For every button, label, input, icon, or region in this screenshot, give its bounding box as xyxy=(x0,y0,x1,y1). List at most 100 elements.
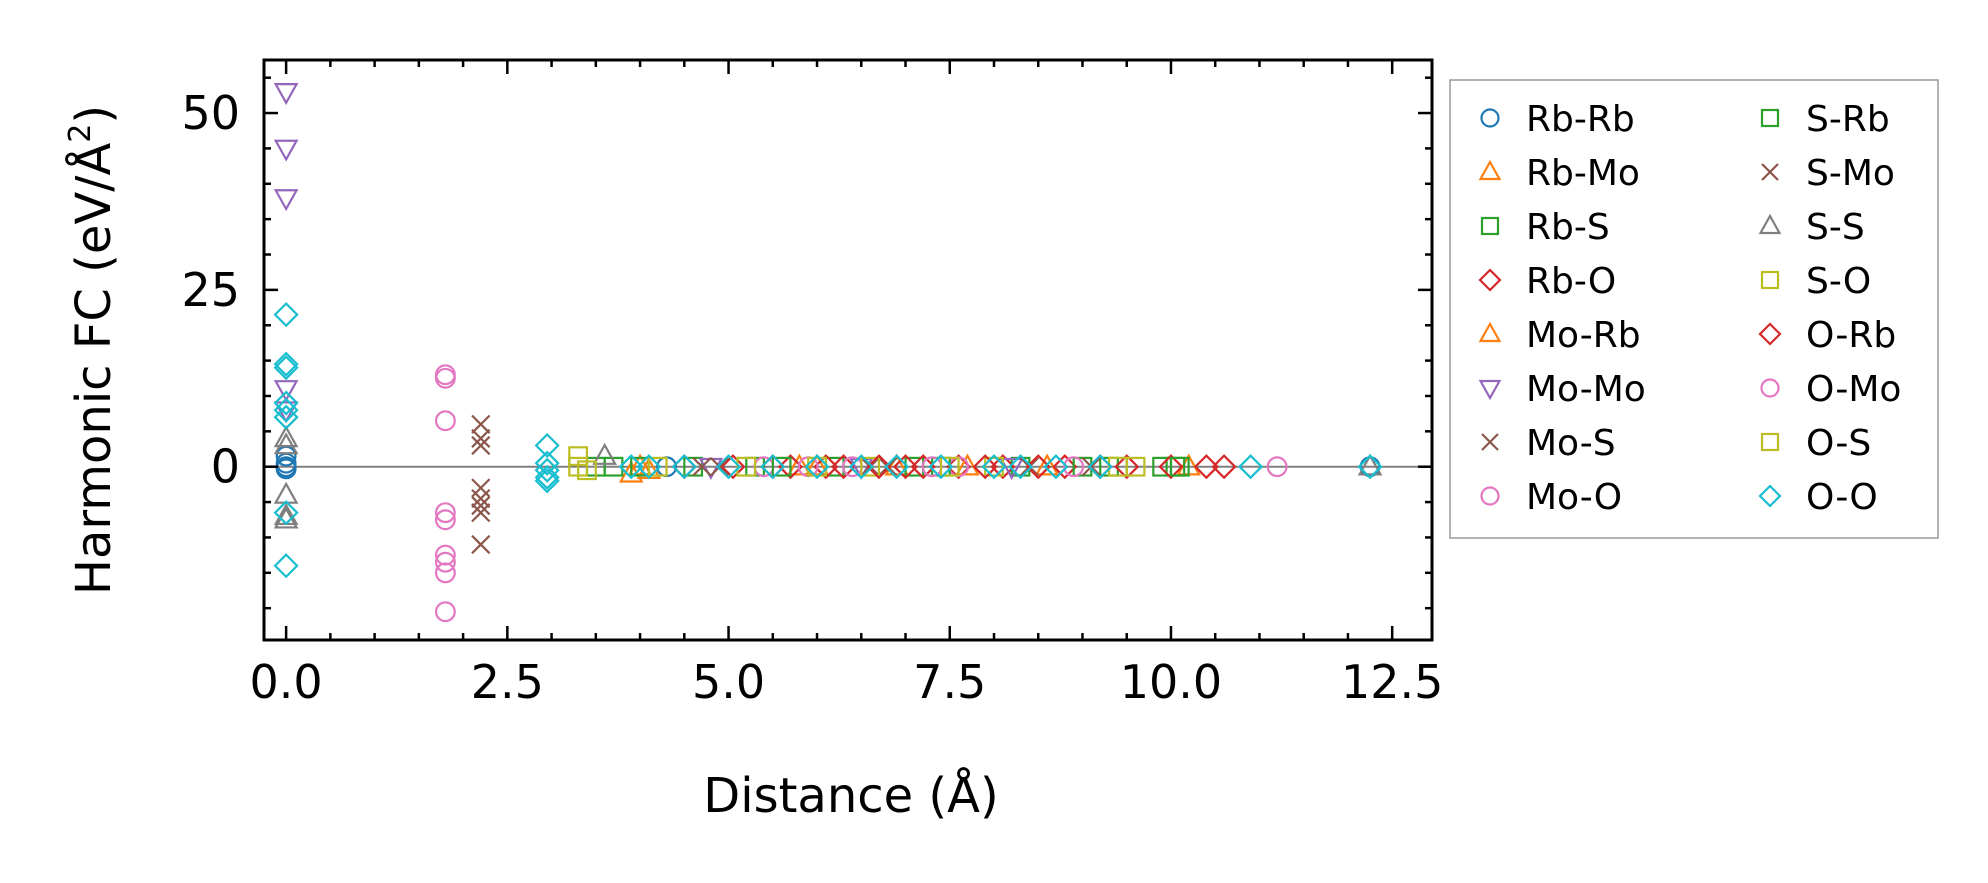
data-point xyxy=(860,457,880,477)
data-point xyxy=(910,454,936,480)
y-axis-label-superscript: 2 xyxy=(63,124,98,143)
data-point xyxy=(1007,454,1034,480)
x-axis-label: Distance (Å) xyxy=(703,767,998,824)
data-point xyxy=(434,601,456,623)
data-point xyxy=(273,481,299,504)
data-point xyxy=(1087,454,1113,480)
data-point xyxy=(939,456,960,477)
data-point xyxy=(471,534,491,555)
data-point xyxy=(592,442,617,465)
data-point xyxy=(860,456,881,477)
data-point xyxy=(434,502,456,524)
legend-marker xyxy=(1760,432,1780,452)
legend-marker xyxy=(1760,270,1780,290)
data-point xyxy=(273,553,299,579)
y-tick-label: 0 xyxy=(211,440,240,494)
data-point xyxy=(955,453,980,476)
data-point xyxy=(831,454,857,480)
data-point xyxy=(787,453,812,476)
data-point xyxy=(273,189,299,212)
data-point xyxy=(636,454,662,480)
x-tick-label: 10.0 xyxy=(1120,655,1222,709)
legend-label: S-Rb xyxy=(1806,99,1890,140)
legend-marker xyxy=(1758,213,1782,235)
legend-marker xyxy=(1478,321,1502,343)
legend-label: Rb-Rb xyxy=(1526,99,1635,140)
data-point xyxy=(273,425,299,448)
legend-marker xyxy=(1758,484,1782,508)
data-point xyxy=(710,457,730,477)
legend-marker xyxy=(1760,378,1780,398)
data-point xyxy=(534,468,560,494)
data-point xyxy=(946,454,972,480)
legend: Rb-Rb Rb-Mo Rb-S Rb-O Mo-Rb Mo-Mo Mo-S Mo-O S-Rb… xyxy=(1449,79,1939,539)
legend-marker xyxy=(1481,433,1499,451)
data-point xyxy=(884,454,910,480)
data-point xyxy=(647,456,668,477)
data-point xyxy=(273,500,299,526)
data-point xyxy=(471,503,491,523)
data-point xyxy=(972,454,998,480)
data-point xyxy=(471,414,491,434)
legend-entry-S-Mo: S-Mo xyxy=(1761,153,1895,194)
data-point xyxy=(273,351,299,377)
legend-label: Rb-Mo xyxy=(1526,153,1640,194)
data-point xyxy=(813,454,839,480)
legend-label: Mo-Mo xyxy=(1526,369,1646,410)
legend-entry-O-S: O-S xyxy=(1760,423,1871,464)
data-point xyxy=(273,397,299,423)
data-point xyxy=(273,432,299,455)
legend-entry-Rb-Mo: Rb-Mo xyxy=(1478,153,1640,194)
data-point xyxy=(273,404,299,430)
legend-label: S-O xyxy=(1806,261,1871,302)
series-O-O xyxy=(273,302,1383,579)
data-point xyxy=(878,457,898,477)
plot-area xyxy=(264,83,1432,623)
legend-label: Mo-S xyxy=(1526,423,1616,464)
legend-entry-O-Rb: O-Rb xyxy=(1758,315,1896,356)
data-point xyxy=(999,457,1025,480)
y-axis-label-main: Harmonic FC (eV/Å xyxy=(65,143,122,596)
data-point xyxy=(928,454,954,480)
data-point xyxy=(715,454,742,480)
legend-label: Rb-S xyxy=(1526,207,1610,248)
legend-label: O-Mo xyxy=(1806,369,1901,410)
x-tick-label: 5.0 xyxy=(692,655,765,709)
data-point xyxy=(534,450,560,476)
data-point xyxy=(275,458,297,480)
data-point xyxy=(434,367,456,389)
legend-entry-S-S: S-S xyxy=(1758,207,1865,248)
legend-marker xyxy=(1478,379,1502,401)
series-Mo-S xyxy=(471,414,1039,555)
data-point xyxy=(273,139,299,162)
data-point xyxy=(434,509,456,531)
data-point xyxy=(771,456,792,477)
data-point xyxy=(273,390,299,416)
data-point xyxy=(1169,456,1190,477)
legend-entry-Mo-Rb: Mo-Rb xyxy=(1478,315,1641,356)
data-point xyxy=(603,456,624,477)
data-point xyxy=(434,551,456,573)
data-point xyxy=(1238,454,1264,480)
data-point xyxy=(1211,454,1237,480)
data-point xyxy=(692,457,712,477)
data-point xyxy=(990,454,1016,480)
data-point xyxy=(273,83,299,106)
legend-entry-Rb-Rb: Rb-Rb xyxy=(1480,99,1635,140)
data-point xyxy=(760,454,786,480)
data-point xyxy=(1063,456,1085,478)
series-Mo-O xyxy=(434,364,1288,623)
legend-label: Rb-O xyxy=(1526,261,1616,302)
x-tick-label: 12.5 xyxy=(1341,655,1443,709)
legend-entry-O-Mo: O-Mo xyxy=(1760,369,1901,410)
data-point xyxy=(892,454,919,480)
data-point xyxy=(434,562,456,584)
series-S-Mo xyxy=(710,457,1101,477)
data-point xyxy=(471,496,491,516)
data-point xyxy=(471,435,491,456)
data-point xyxy=(804,454,830,480)
data-point xyxy=(534,432,560,459)
data-point xyxy=(1043,454,1069,480)
legend-entry-O-O: O-O xyxy=(1758,477,1878,518)
